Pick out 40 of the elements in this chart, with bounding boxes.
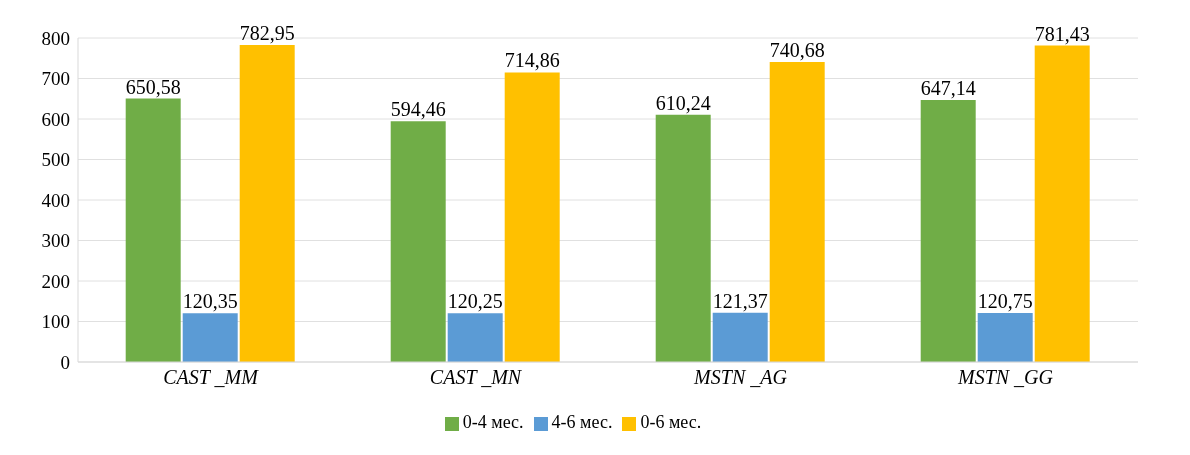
data-label: 120,25 bbox=[447, 290, 503, 313]
y-tick-label: 600 bbox=[41, 108, 70, 130]
bar bbox=[125, 98, 181, 362]
data-label: 594,46 bbox=[390, 98, 446, 121]
bar bbox=[977, 313, 1033, 362]
data-label: 120,75 bbox=[977, 290, 1033, 313]
data-label: 647,14 bbox=[920, 76, 976, 99]
bar bbox=[712, 312, 768, 362]
legend-label: 4-6 мес. bbox=[551, 412, 613, 432]
bar bbox=[1034, 45, 1090, 362]
x-tick-label: CAST _MM bbox=[163, 366, 260, 389]
data-label: 782,95 bbox=[239, 21, 295, 44]
y-tick-label: 200 bbox=[41, 270, 70, 292]
x-tick-label: MSTN _AG bbox=[693, 366, 788, 389]
y-tick-label: 400 bbox=[41, 189, 70, 211]
bar bbox=[182, 313, 238, 362]
data-label: 120,35 bbox=[182, 290, 238, 313]
data-label: 781,43 bbox=[1034, 22, 1090, 45]
y-tick-label: 700 bbox=[41, 68, 70, 90]
bar bbox=[239, 44, 295, 362]
data-label: 650,58 bbox=[125, 75, 181, 98]
data-label: 740,68 bbox=[769, 39, 825, 62]
y-tick-label: 300 bbox=[41, 230, 70, 252]
bar bbox=[769, 62, 825, 362]
y-tick-label: 0 bbox=[60, 351, 70, 373]
y-tick-label: 800 bbox=[41, 27, 70, 49]
bar bbox=[655, 114, 711, 362]
bar bbox=[447, 313, 503, 362]
y-tick-label: 500 bbox=[41, 149, 70, 171]
data-label: 610,24 bbox=[655, 91, 711, 114]
y-tick-label: 100 bbox=[41, 311, 70, 333]
bar bbox=[390, 121, 446, 362]
x-tick-label: CAST _MN bbox=[429, 366, 523, 389]
data-label: 714,86 bbox=[504, 49, 560, 72]
data-label: 121,37 bbox=[712, 289, 768, 312]
legend-label: 0-6 мес. bbox=[640, 412, 702, 432]
bar bbox=[920, 99, 976, 362]
bar bbox=[504, 72, 560, 362]
legend-label: 0-4 мес. bbox=[462, 412, 524, 432]
x-tick-label: MSTN _GG bbox=[956, 366, 1054, 389]
